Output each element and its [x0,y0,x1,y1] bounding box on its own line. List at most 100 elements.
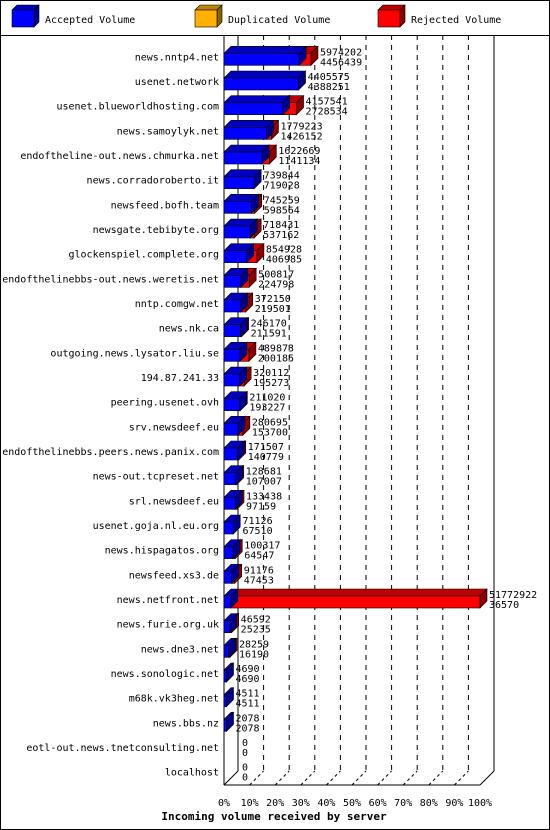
bar-row [223,45,319,67]
bar-accepted-front [223,571,233,584]
bar-row [223,489,245,511]
total-value-label: 91176 [244,565,274,576]
bar-accepted [223,144,270,165]
bar-accepted [223,464,244,486]
bar-accepted-front [223,349,241,362]
accepted-value-label: 211591 [251,329,287,340]
legend-swatch-1 [11,4,40,28]
total-value-label: 4157541 [306,97,348,108]
accepted-value-label: 4511 [236,699,260,710]
bar-accepted-top [223,46,307,54]
bar-row [223,538,243,560]
server-label: usenet.goja.nl.eu.org [93,521,219,532]
x-tick-label: 50% [343,798,361,809]
server-label: newsfeed.bofh.team [111,200,219,211]
server-label: m68k.vk3heg.net [129,694,219,705]
bar-row [223,144,278,165]
accepted-value-label: 47453 [244,575,274,586]
accepted-value-label: 1426152 [280,131,322,142]
accepted-value-label: 4456439 [320,57,362,68]
bar-accepted-front [223,595,232,609]
server-label: newsfeed.xs3.de [129,570,219,581]
accepted-value-label: 67510 [242,526,272,537]
total-value-label: 372150 [255,294,291,305]
bar-row [223,70,307,91]
bar-rejected-top [230,588,488,597]
x-tick-label: 90% [445,798,463,809]
bar-accepted-front [223,225,251,239]
bar-accepted-front [223,373,241,387]
bar-accepted [223,662,235,683]
total-value-label: 0 [242,763,248,774]
accepted-value-label: 140779 [248,452,284,463]
bar-accepted-front [223,423,239,436]
bar-row [223,341,257,363]
total-value-label: 28259 [239,639,269,650]
total-value-label: 51772922 [489,590,537,601]
server-label: news.nntp4.net [135,52,219,63]
x-tick-label: 0% [218,798,230,809]
x-tick-label: 10% [241,798,259,809]
bar-row [223,415,251,437]
bar-accepted [223,168,262,190]
total-value-label: 280695 [252,417,288,428]
bar-row [223,316,250,338]
server-label: glockenspiel.complete.org [68,250,219,261]
legend-label-3: Rejected Volume [411,15,501,26]
accepted-value-label: 36570 [489,600,519,611]
server-label: news.hispagatos.org [105,546,219,557]
bar-row [223,267,257,289]
bar-accepted-front [223,324,241,337]
total-value-label: 100317 [244,541,280,552]
server-label: news.nk.ca [159,324,219,335]
bar-accepted [223,292,249,313]
bar-accepted-top [223,95,291,103]
legend-swatch-3 [377,4,406,28]
bar-row [223,242,265,264]
bar-accepted-top [223,144,270,153]
total-value-label: 1779223 [280,121,322,132]
total-value-label: 2078 [236,713,260,724]
bar-accepted-front [223,546,234,559]
bar-accepted [223,341,248,363]
bar-accepted-front [223,521,234,535]
bar-row [223,637,238,659]
server-label: eotl-out.news.tnetconsulting.net [26,743,219,754]
bar-accepted-front [223,472,236,485]
total-value-label: 320112 [253,368,289,379]
bar-accepted [223,612,238,634]
bar-row [223,563,243,585]
x-tick-label: 40% [317,798,335,809]
bar-row [223,366,252,387]
total-value-label: 500817 [258,269,294,280]
bar-row [223,662,235,683]
accepted-value-label: 195273 [253,378,289,389]
bar-accepted-front [223,201,252,214]
accepted-value-label: 25235 [241,625,271,636]
total-value-label: 71126 [242,516,272,527]
bar-row [223,686,235,708]
bar-row [223,292,254,313]
accepted-value-label: 719028 [264,181,300,192]
accepted-value-label: 0 [242,773,248,784]
bar-accepted [223,45,307,67]
bar-accepted [223,242,255,264]
server-label: newsgate.tebibyte.org [93,225,219,236]
bar-accepted [223,316,249,338]
accepted-value-label: 200185 [258,353,294,364]
total-value-label: 211020 [249,393,285,404]
bar-row [223,218,262,239]
bar-accepted [223,440,246,461]
bar-accepted-top [223,120,275,128]
total-value-label: 5974202 [320,47,362,58]
bar-accepted-front [223,151,263,165]
bar-accepted-front [223,250,247,263]
accepted-value-label: 2728534 [306,107,348,118]
server-label: news.corradoroberto.it [87,176,219,187]
accepted-value-label: 107007 [246,477,282,488]
bar-accepted [223,514,241,535]
total-value-label: 854928 [266,245,302,256]
total-value-label: 246170 [251,319,287,330]
